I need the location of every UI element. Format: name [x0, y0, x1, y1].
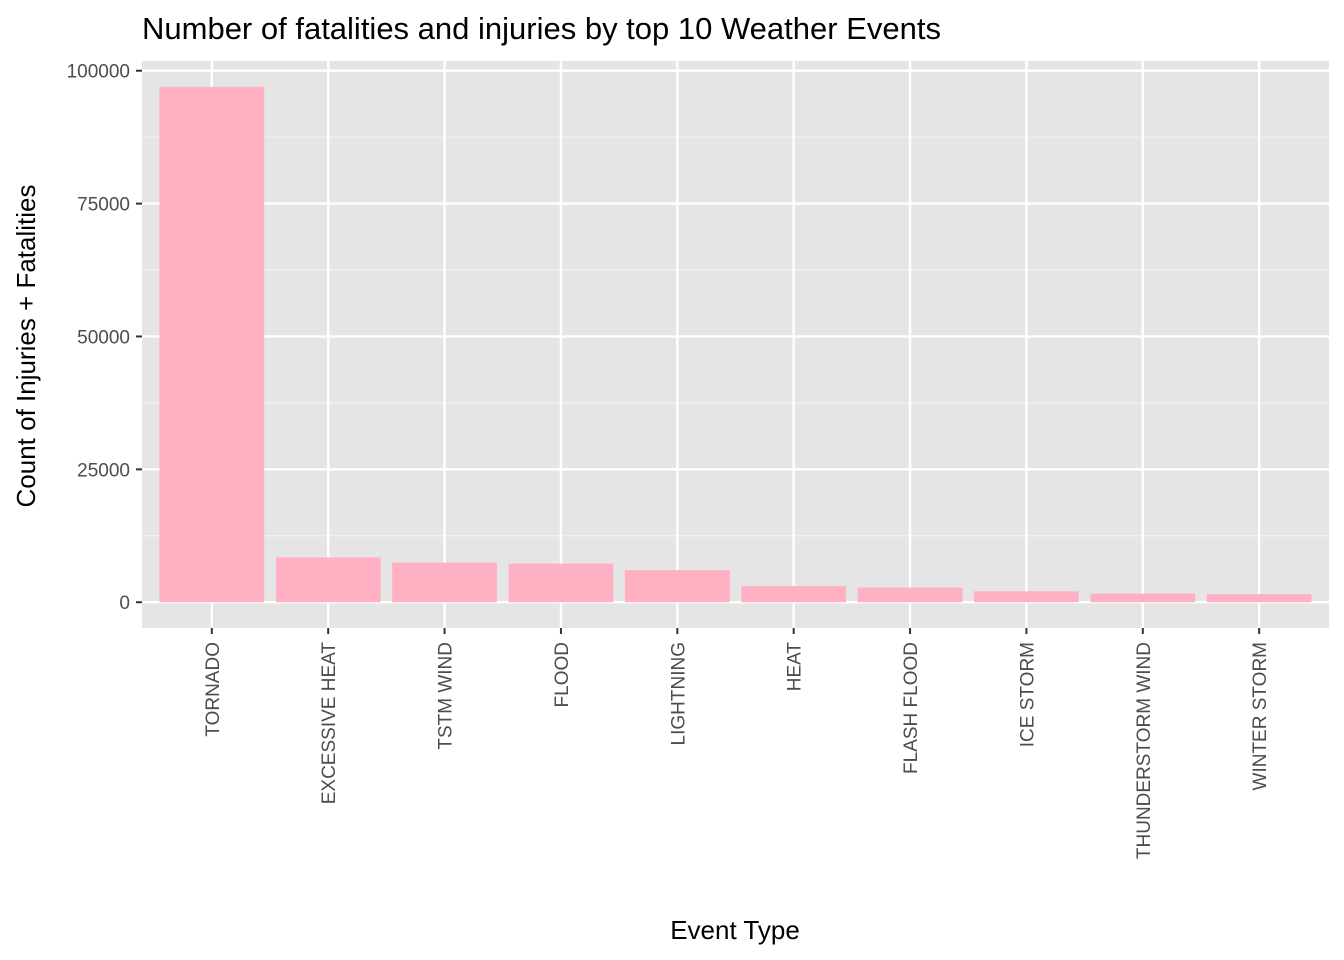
bar-flood [508, 563, 614, 603]
bars [159, 86, 1312, 603]
x-tick-label: LIGHTNING [668, 642, 689, 745]
x-tick-label: FLOOD [552, 642, 573, 707]
x-tick-label: EXCESSIVE HEAT [319, 642, 340, 805]
chart-title: Number of fatalities and injuries by top… [142, 11, 941, 46]
bar-tornado [159, 86, 265, 603]
x-axis-title: Event Type [670, 915, 800, 945]
bar-heat [741, 586, 847, 603]
x-tick-label: THUNDERSTORM WIND [1134, 642, 1155, 859]
minor-gridlines [142, 136, 1329, 537]
bar-tstm-wind [392, 562, 497, 603]
bar-excessive-heat [275, 557, 381, 603]
x-tick-label: WINTER STORM [1250, 642, 1271, 790]
x-tick-label: FLASH FLOOD [901, 642, 922, 774]
y-tick-label: 75000 [77, 195, 130, 216]
bar-flash-flood [857, 587, 963, 603]
y-tick-label: 100000 [67, 62, 130, 83]
y-axis-title: Count of Injuries + Fatalities [11, 185, 41, 508]
y-tick-label: 0 [119, 593, 130, 614]
x-tick-label: HEAT [785, 642, 806, 692]
y-tick-label: 25000 [77, 460, 130, 481]
bar-lightning [624, 570, 730, 603]
bar-thunderstorm-wind [1090, 593, 1196, 603]
plot-panel [142, 61, 1329, 628]
x-tick-label: TORNADO [203, 642, 224, 737]
y-axis: 0 25000 50000 75000 100000 [67, 62, 142, 614]
y-tick-label: 50000 [77, 327, 130, 348]
x-axis: TORNADO EXCESSIVE HEAT TSTM WIND FLOOD LIGHT… [203, 628, 1271, 859]
bar-ice-storm [974, 591, 1079, 603]
major-gridlines [142, 61, 1329, 628]
bar-winter-storm [1206, 594, 1312, 603]
x-tick-label: ICE STORM [1017, 642, 1038, 747]
x-tick-label: TSTM WIND [436, 642, 457, 750]
